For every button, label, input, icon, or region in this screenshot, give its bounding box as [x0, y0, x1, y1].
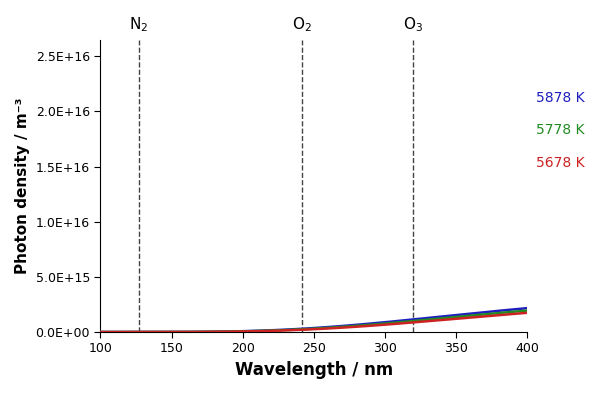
- Text: 5878 K: 5878 K: [536, 91, 584, 105]
- Text: O$_3$: O$_3$: [403, 15, 424, 34]
- Y-axis label: Photon density / m⁻³: Photon density / m⁻³: [15, 98, 30, 274]
- Text: 5778 K: 5778 K: [536, 123, 584, 138]
- Text: 5678 K: 5678 K: [536, 156, 584, 169]
- Text: N$_2$: N$_2$: [129, 15, 148, 34]
- X-axis label: Wavelength / nm: Wavelength / nm: [235, 361, 393, 379]
- Text: O$_2$: O$_2$: [292, 15, 313, 34]
